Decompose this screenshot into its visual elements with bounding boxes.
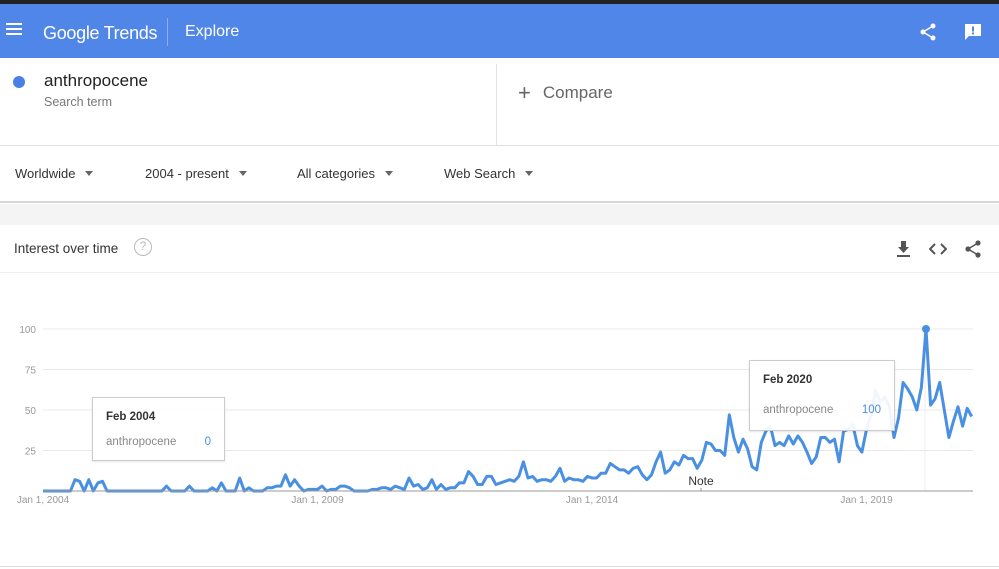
y-tick-label: 50	[25, 406, 37, 417]
x-tick-label: Jan 1, 2004	[17, 495, 70, 506]
google-trends-logo[interactable]: Google Trends	[43, 23, 158, 44]
logo-google: Google	[43, 23, 100, 43]
share-icon[interactable]	[964, 239, 982, 259]
compare-label: Compare	[542, 83, 613, 102]
search-terms-bar: anthropocene Search term + Compare	[0, 58, 999, 146]
y-tick-label: 75	[25, 366, 37, 377]
tooltip-start: Feb 2004 anthropocene 0	[92, 397, 225, 461]
feedback-icon[interactable]	[963, 22, 983, 42]
search-type-label: Web Search	[444, 166, 516, 181]
plus-icon: +	[518, 80, 531, 105]
category-dropdown[interactable]: All categories	[297, 166, 394, 181]
tooltip-series: anthropocene	[106, 436, 177, 448]
caret-down-icon	[385, 171, 394, 176]
tooltip-series: anthropocene	[763, 404, 834, 416]
x-tick-label: Jan 1, 2009	[291, 495, 344, 506]
download-icon[interactable]	[895, 240, 912, 258]
category-label: All categories	[297, 166, 376, 181]
card-divider	[0, 272, 999, 273]
term-color-dot	[13, 76, 25, 88]
card-title: Interest over time	[14, 241, 119, 256]
caret-down-icon	[525, 171, 534, 176]
y-tick-label: 100	[19, 325, 36, 336]
filters-bar: Worldwide 2004 - present All categories …	[0, 146, 999, 203]
search-type-dropdown[interactable]: Web Search	[444, 166, 534, 181]
tooltip-peak: Feb 2020 anthropocene 100	[749, 360, 895, 431]
note-label[interactable]: Note	[688, 474, 714, 488]
header-divider	[167, 18, 168, 46]
compare-button[interactable]: + Compare	[518, 80, 613, 106]
section-title: Explore	[185, 23, 240, 40]
y-tick-label: 25	[25, 447, 37, 458]
search-term-type: Search term	[44, 95, 113, 109]
time-range-label: 2004 - present	[145, 166, 229, 181]
help-icon[interactable]: ?	[134, 238, 152, 256]
embed-icon[interactable]	[929, 241, 947, 257]
tooltip-value: 0	[204, 436, 211, 448]
caret-down-icon	[85, 171, 94, 176]
search-divider	[496, 64, 497, 146]
x-tick-label: Jan 1, 2014	[566, 495, 619, 506]
caret-down-icon	[238, 171, 247, 176]
x-tick-label: Jan 1, 2019	[840, 495, 893, 506]
tooltip-date: Feb 2020	[763, 374, 813, 386]
share-icon[interactable]	[918, 22, 938, 42]
data-point[interactable]	[921, 325, 930, 333]
region-label: Worldwide	[15, 166, 76, 181]
tooltip-value: 100	[861, 404, 881, 416]
region-dropdown[interactable]: Worldwide	[15, 166, 94, 181]
page-bottom-divider	[0, 566, 999, 567]
time-range-dropdown[interactable]: 2004 - present	[145, 166, 247, 181]
tooltip-date: Feb 2004	[106, 411, 156, 423]
search-term[interactable]: anthropocene	[44, 71, 148, 90]
menu-icon[interactable]	[6, 20, 22, 42]
window-top-bar	[0, 0, 999, 4]
section-gap	[0, 204, 999, 225]
app-header: Google Trends Explore	[0, 4, 999, 58]
logo-trends: Trends	[103, 23, 158, 43]
